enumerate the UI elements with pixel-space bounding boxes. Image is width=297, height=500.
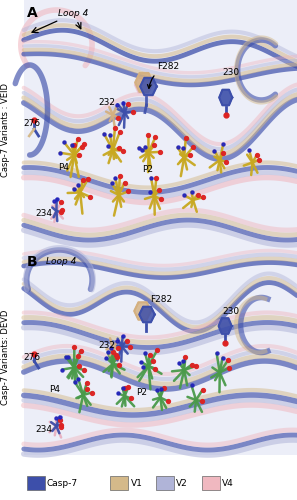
Text: P2: P2 (143, 164, 154, 173)
Text: A: A (27, 6, 37, 20)
Polygon shape (139, 306, 155, 322)
Text: B: B (27, 255, 37, 269)
Text: F282: F282 (150, 296, 172, 304)
Text: Casp-7 Variants: DEVD: Casp-7 Variants: DEVD (1, 310, 10, 405)
Polygon shape (219, 90, 232, 106)
Bar (156, 476, 174, 490)
Bar (24, 0, 297, 256)
Text: P2: P2 (137, 388, 148, 397)
Text: P4: P4 (49, 385, 60, 394)
Bar (27, 476, 45, 490)
Text: 276: 276 (24, 353, 41, 362)
Text: V4: V4 (222, 478, 234, 488)
Polygon shape (219, 318, 232, 334)
Bar (24, 256, 297, 455)
Text: Casp-7: Casp-7 (47, 478, 78, 488)
Text: F282: F282 (148, 62, 179, 88)
Polygon shape (135, 73, 153, 92)
Polygon shape (134, 302, 151, 320)
Text: P4: P4 (58, 163, 69, 172)
Text: Loop 4: Loop 4 (46, 257, 76, 266)
Polygon shape (135, 77, 149, 93)
Bar (202, 476, 220, 490)
Text: Loop 4: Loop 4 (58, 9, 88, 18)
Text: Casp-7 Variants : VEID: Casp-7 Variants : VEID (1, 83, 10, 177)
Text: V1: V1 (131, 478, 143, 488)
Text: 232: 232 (98, 98, 115, 107)
Bar (110, 476, 128, 490)
Text: 230: 230 (222, 307, 239, 316)
Text: 230: 230 (222, 68, 239, 77)
Text: 234: 234 (36, 426, 53, 434)
Text: V2: V2 (176, 478, 188, 488)
Text: 232: 232 (98, 340, 115, 349)
Text: 234: 234 (36, 210, 53, 218)
Polygon shape (140, 78, 157, 95)
Text: 276: 276 (24, 119, 41, 128)
